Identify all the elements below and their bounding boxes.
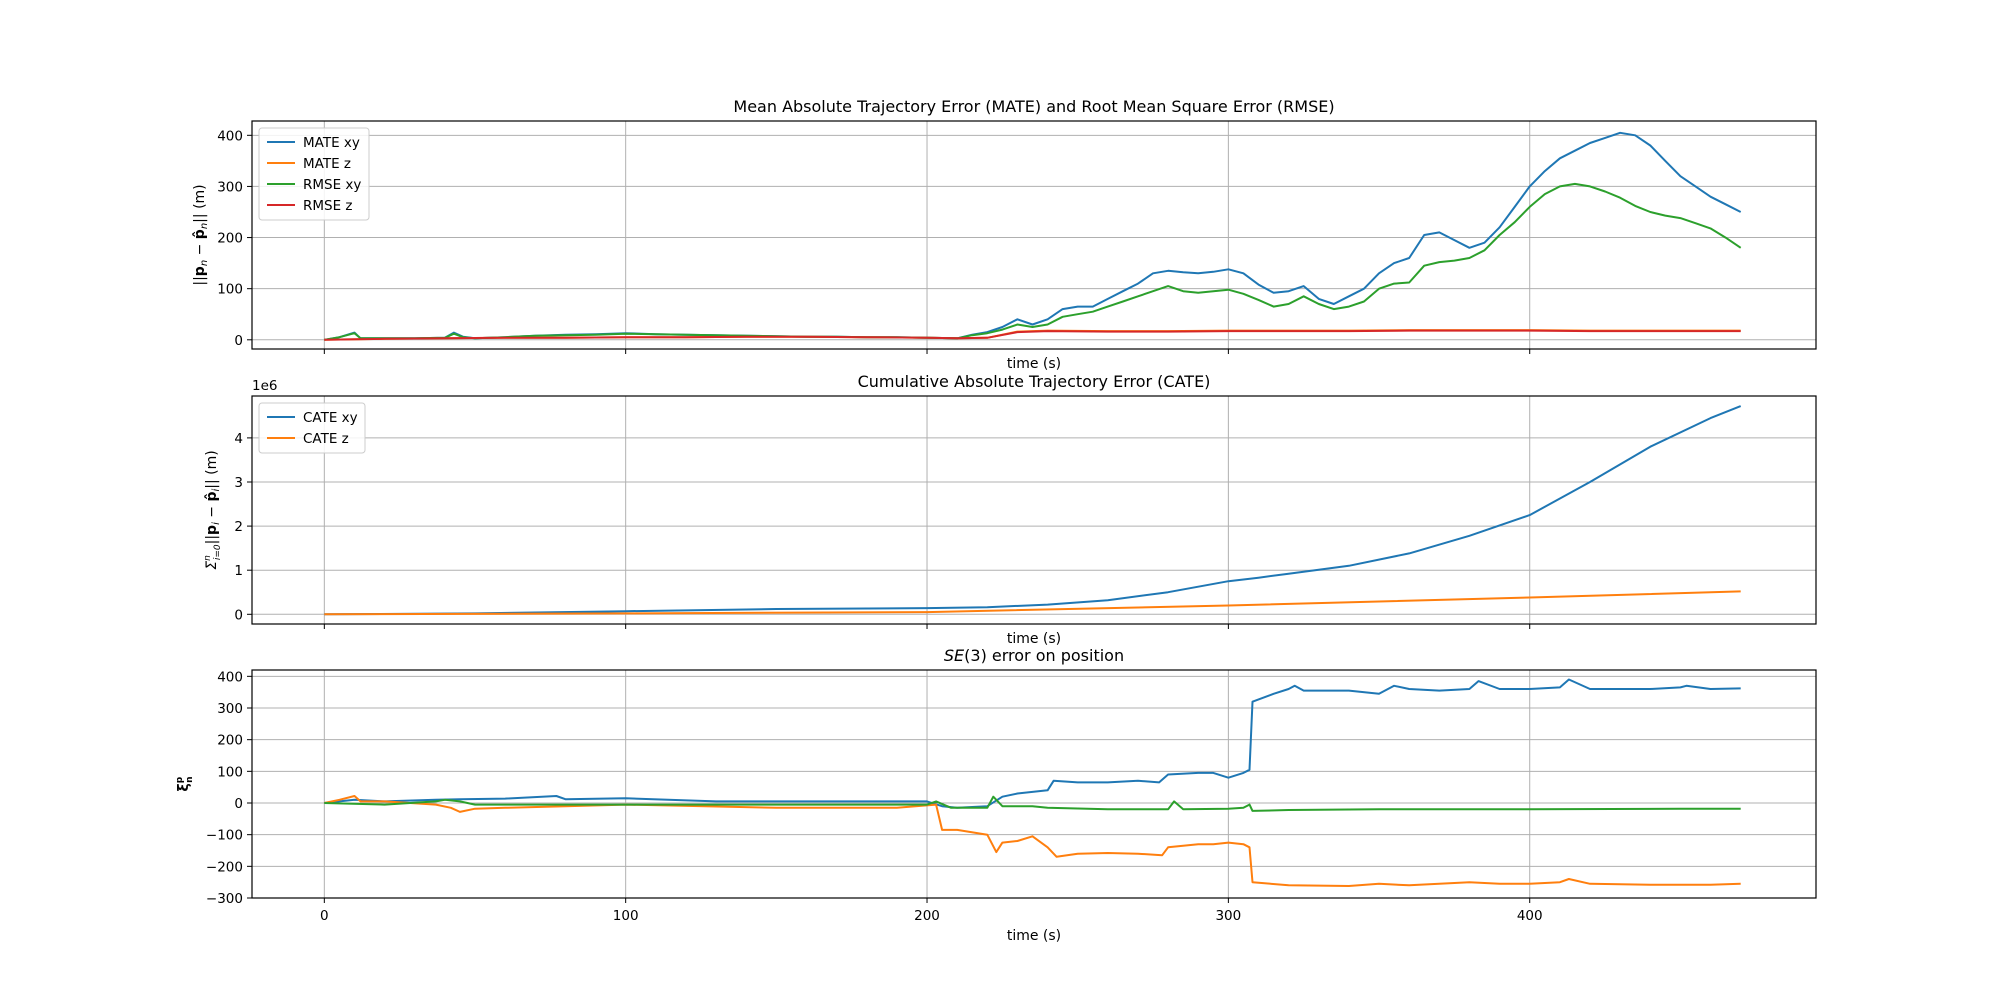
series-line-cate-xy (324, 405, 1742, 616)
y-axis-label: ||pn − p̂n|| (m) (192, 184, 210, 285)
legend-entry: CATE xy (303, 410, 358, 426)
legend-entry: RMSE z (303, 198, 353, 214)
y-tick-label: −100 (206, 828, 243, 844)
series-line-mate-xy (324, 131, 1742, 341)
series-line-rmse-xy (324, 182, 1742, 341)
x-axis-label: time (s) (1007, 356, 1061, 372)
chart-mate-rmse: 0 100 200 300 400 time (s) ||pn − p̂n|| (m) Mea… (192, 97, 1817, 372)
axes-frame (251, 120, 1817, 350)
y-tick-label: 0 (234, 333, 243, 349)
y-tick-label: 3 (234, 475, 243, 491)
chart-se3-position: 0 100 200 300 400 −300 −200 −100 0 100 200 300 400 ti… (175, 646, 1817, 944)
legend-entry: MATE xy (303, 135, 360, 151)
legend-entry: CATE z (303, 431, 349, 447)
y-tick-label: −300 (206, 891, 243, 907)
series-line-rmse-z (324, 329, 1741, 341)
series-line-se3-1 (324, 795, 1741, 887)
y-tick-label: 2 (234, 519, 243, 535)
x-tick-label: 100 (613, 908, 639, 924)
legend-entry: MATE z (303, 156, 351, 172)
series-line-se3-2 (324, 795, 1741, 812)
y-tick-label: 100 (217, 282, 243, 298)
y-scale-label: 1e6 (252, 378, 277, 394)
x-tick-label: 200 (914, 908, 940, 924)
y-axis-label: ξpn (175, 776, 195, 791)
chart-title: Cumulative Absolute Trajectory Error (CA… (858, 372, 1211, 391)
chart-cate: 0 1 2 3 4 time (s) Σni=0||pi − p̂i|| (m) Cumula… (203, 372, 1817, 647)
y-tick-label: 300 (217, 701, 243, 717)
y-tick-label: 4 (234, 431, 243, 447)
x-axis-label: time (s) (1007, 631, 1061, 647)
y-tick-label: 100 (217, 764, 243, 780)
legend-entry: RMSE xy (303, 177, 361, 193)
x-tick-label: 400 (1517, 908, 1543, 924)
legend (258, 402, 366, 454)
y-tick-label: 400 (217, 669, 243, 685)
axes-frame (251, 395, 1817, 625)
y-tick-label: 200 (217, 733, 243, 749)
y-tick-label: −200 (206, 859, 243, 875)
series-line-se3-0 (324, 678, 1741, 809)
series-line-cate-z (324, 590, 1741, 616)
chart-title: SE(3) error on position (944, 646, 1124, 665)
y-tick-label: 200 (217, 231, 243, 247)
x-tick-label: 300 (1215, 908, 1241, 924)
y-tick-label: 0 (234, 607, 243, 623)
y-axis-label: Σni=0||pi − p̂i|| (m) (203, 450, 223, 570)
x-tick-label: 0 (320, 908, 329, 924)
axes-frame (251, 669, 1817, 899)
y-tick-label: 400 (217, 128, 243, 144)
chart-title: Mean Absolute Trajectory Error (MATE) an… (733, 97, 1334, 116)
legend (258, 127, 370, 221)
x-axis-label: time (s) (1007, 928, 1061, 944)
y-tick-label: 1 (234, 563, 243, 579)
y-tick-label: 300 (217, 179, 243, 195)
y-tick-label: 0 (234, 796, 243, 812)
